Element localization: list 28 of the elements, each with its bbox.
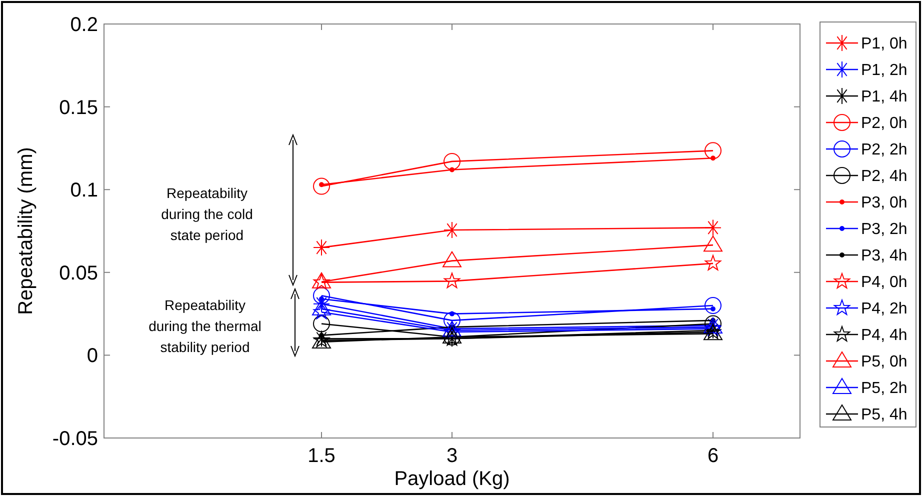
y-tick-label: 0 [86, 345, 98, 368]
x-tick-label: 6 [707, 445, 719, 467]
y-axis-title: Repeatability (mm) [15, 147, 37, 315]
legend-label: P5, 2h [861, 380, 908, 398]
y-tick-label: 0.1 [70, 180, 98, 202]
legend-label: P4, 2h [861, 300, 908, 318]
x-axis-title: Payload (Kg) [394, 468, 510, 490]
legend-label: P5, 4h [861, 406, 908, 424]
legend-label: P2, 4h [861, 168, 908, 186]
y-tick-label: 0.2 [70, 14, 98, 36]
legend-label: P3, 2h [861, 221, 908, 238]
legend-label: P3, 0h [861, 194, 908, 212]
y-tick-label: -0.05 [52, 428, 98, 450]
annotation: Repeatability during the thermal stability period [148, 297, 262, 355]
legend-label: P4, 0h [861, 274, 908, 292]
legend-label: P3, 4h [861, 248, 908, 265]
legend-label: P1, 0h [861, 36, 908, 53]
annotation: Repeatability during the cold state period [161, 185, 253, 243]
x-tick-label: 1.5 [308, 445, 336, 467]
y-tick-label: 0.15 [59, 96, 98, 119]
y-tick-label: 0.05 [59, 262, 98, 284]
legend-label: P2, 0h [861, 115, 908, 132]
legend-label: P1, 4h [861, 88, 908, 106]
legend-label: P4, 4h [861, 327, 908, 344]
legend-label: P2, 2h [861, 142, 908, 159]
legend-label: P1, 2h [861, 62, 908, 80]
legend-label: P5, 0h [861, 354, 908, 371]
x-tick-label: 3 [446, 445, 458, 467]
